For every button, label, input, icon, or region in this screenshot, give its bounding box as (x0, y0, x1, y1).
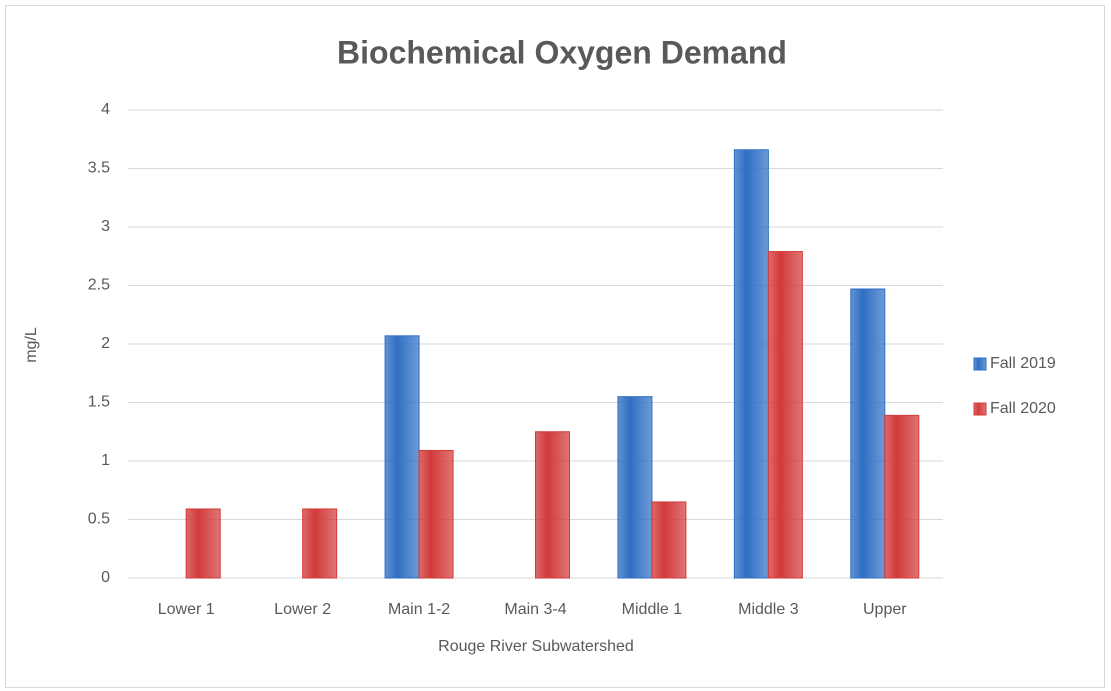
bar (535, 431, 570, 579)
bar (185, 508, 221, 579)
x-tick-label: Lower 1 (158, 601, 215, 618)
bar (850, 288, 886, 579)
x-tick-label: Middle 1 (622, 601, 683, 618)
x-axis-title: Rouge River Subwatershed (438, 638, 634, 655)
y-tick-label: 2.5 (88, 277, 110, 294)
x-tick-label: Lower 2 (274, 601, 331, 618)
bar (767, 251, 803, 579)
bar (302, 508, 338, 579)
x-tick-label: Main 1-2 (388, 601, 450, 618)
x-tick-label: Middle 3 (738, 601, 799, 618)
legend-swatch (973, 357, 987, 371)
legend-swatch (973, 402, 987, 416)
y-tick-label: 2 (101, 335, 110, 352)
y-tick-label: 3 (101, 218, 110, 235)
bar (651, 501, 687, 579)
y-tick-label: 3.5 (88, 160, 110, 177)
bar (884, 414, 920, 579)
bar (418, 449, 454, 579)
chart-title: Biochemical Oxygen Demand (337, 34, 787, 70)
y-axis-title: mg/L (23, 327, 40, 363)
x-tick-label: Main 3-4 (504, 601, 566, 618)
chart-border (5, 5, 1105, 688)
bar (384, 335, 420, 579)
legend-label: Fall 2020 (990, 400, 1056, 417)
x-tick-label: Upper (863, 601, 907, 618)
y-tick-label: 0 (101, 569, 110, 586)
legend-label: Fall 2019 (990, 355, 1056, 372)
y-tick-label: 1.5 (88, 394, 110, 411)
y-tick-label: 4 (101, 101, 110, 118)
y-tick-label: 1 (101, 452, 110, 469)
y-tick-label: 0.5 (88, 511, 110, 528)
bar (617, 396, 653, 579)
bar (733, 149, 769, 579)
